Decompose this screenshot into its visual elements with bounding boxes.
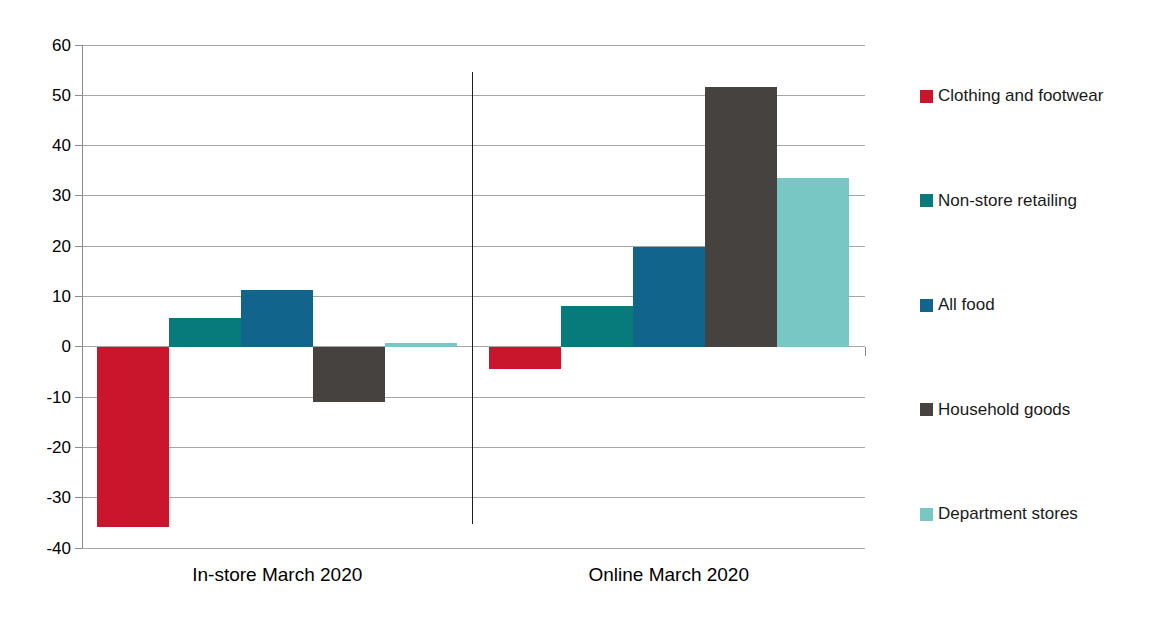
legend-item-department-stores: Department stores [920,504,1078,524]
legend-label: Non-store retailing [938,191,1077,211]
legend-label: All food [938,295,995,315]
legend-swatch-icon [920,299,933,312]
legend: Clothing and footwear Non-store retailing… [0,0,1166,625]
legend-swatch-icon [920,194,933,207]
legend-swatch-icon [920,403,933,416]
legend-item-non-store-retailing: Non-store retailing [920,191,1077,211]
legend-label: Household goods [938,400,1070,420]
legend-item-all-food: All food [920,295,995,315]
legend-label: Department stores [938,504,1078,524]
legend-swatch-icon [920,90,933,103]
retail-sales-bar-chart: 6050403020100-10-20-30-40In-store March … [0,0,1166,625]
legend-label: Clothing and footwear [938,86,1103,106]
legend-item-household-goods: Household goods [920,400,1070,420]
legend-swatch-icon [920,508,933,521]
legend-item-clothing-and-footwear: Clothing and footwear [920,86,1103,106]
